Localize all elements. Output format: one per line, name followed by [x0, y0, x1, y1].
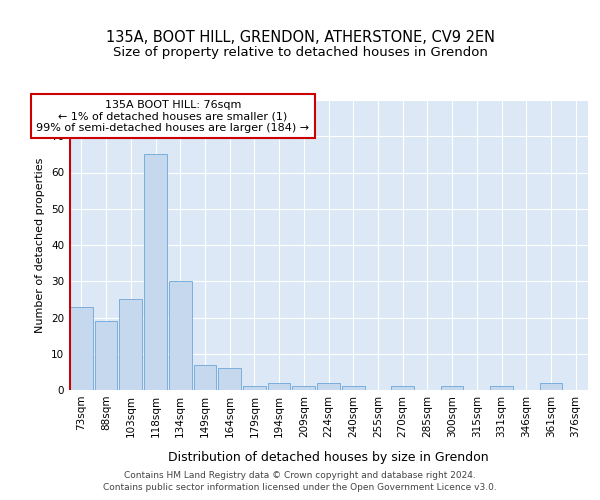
Bar	[292, 386, 315, 390]
Y-axis label: Number of detached properties: Number of detached properties	[35, 158, 46, 332]
Bar	[119, 300, 142, 390]
Bar	[218, 368, 241, 390]
Text: 135A, BOOT HILL, GRENDON, ATHERSTONE, CV9 2EN: 135A, BOOT HILL, GRENDON, ATHERSTONE, CV…	[106, 30, 494, 45]
Bar	[539, 383, 562, 390]
Text: Distribution of detached houses by size in Grendon: Distribution of detached houses by size …	[169, 451, 489, 464]
Text: Contains HM Land Registry data © Crown copyright and database right 2024.
Contai: Contains HM Land Registry data © Crown c…	[103, 471, 497, 492]
Bar	[70, 306, 93, 390]
Bar	[441, 386, 463, 390]
Bar	[490, 386, 513, 390]
Bar	[95, 321, 118, 390]
Bar	[194, 364, 216, 390]
Text: 135A BOOT HILL: 76sqm
← 1% of detached houses are smaller (1)
99% of semi-detach: 135A BOOT HILL: 76sqm ← 1% of detached h…	[36, 100, 310, 133]
Bar	[317, 383, 340, 390]
Bar	[268, 383, 290, 390]
Bar	[144, 154, 167, 390]
Bar	[243, 386, 266, 390]
Bar	[391, 386, 414, 390]
Bar	[169, 281, 191, 390]
Bar	[342, 386, 365, 390]
Text: Size of property relative to detached houses in Grendon: Size of property relative to detached ho…	[113, 46, 487, 59]
